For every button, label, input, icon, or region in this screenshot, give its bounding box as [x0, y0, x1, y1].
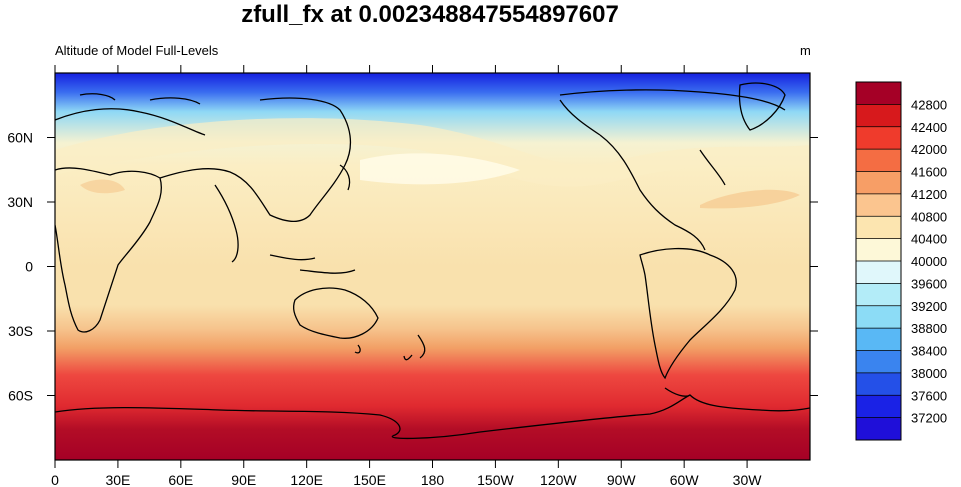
colorbar-label: 39600	[911, 276, 947, 291]
colorbar-label: 42400	[911, 120, 947, 135]
colorbar-label: 39200	[911, 299, 947, 314]
colorbar-label: 40000	[911, 254, 947, 269]
colorbar-box	[856, 126, 901, 150]
colorbar-box	[856, 149, 901, 172]
colorbar-box	[856, 104, 901, 127]
colorbar-box	[856, 417, 901, 440]
lon-label: 90E	[231, 472, 256, 487]
lon-label: 0	[51, 472, 59, 487]
lat-label: 30S	[8, 323, 33, 339]
antarctic-peninsula-coast	[664, 387, 691, 397]
new-zealand-coast	[403, 334, 426, 361]
colorbar-box	[856, 283, 901, 306]
australia-coast	[293, 287, 379, 339]
colorbar-label: 42800	[911, 97, 947, 112]
colorbar-box	[856, 193, 901, 217]
colorbar-box	[856, 261, 901, 284]
atlantic-high	[700, 189, 800, 209]
east-coast-na	[699, 149, 726, 186]
south-america-coast	[639, 247, 737, 380]
lon-label: 60W	[670, 472, 700, 487]
lon-label: 30W	[733, 472, 763, 487]
colorbar-box	[856, 328, 901, 351]
colorbar-box	[856, 395, 901, 418]
japan-coast	[339, 164, 351, 191]
colorbar-box	[856, 238, 901, 261]
lon-label: 90W	[607, 472, 637, 487]
colorbar-label: 41600	[911, 165, 947, 180]
field-description: Altitude of Model Full-Levels	[55, 43, 219, 58]
colorbar-box	[856, 171, 901, 194]
lon-label: 150E	[353, 472, 386, 487]
field-units: m	[800, 43, 811, 58]
arctic-islands-coast	[79, 93, 201, 105]
lon-label: 180	[421, 472, 445, 487]
colorbar-label: 37600	[911, 388, 947, 403]
colorbar-label: 37200	[911, 411, 947, 426]
lat-label: 30N	[7, 194, 33, 210]
coastlines	[55, 82, 810, 440]
lon-label: 60E	[168, 472, 193, 487]
lon-label: 120E	[290, 472, 323, 487]
north-pacific-minimum	[360, 153, 520, 185]
africa-coast	[55, 167, 162, 333]
antarctica-coast	[55, 394, 810, 440]
lat-label: 0	[25, 259, 33, 275]
map-axes: 0 30E 60E 90E 120E 150E 180 150W 120W 90W 60W 30W 60…	[7, 65, 818, 487]
north-america-coast	[559, 89, 786, 251]
indonesia-coast	[269, 254, 356, 274]
colorbar-box	[856, 216, 901, 239]
lon-label: 150W	[477, 472, 514, 487]
mediterranean-high	[80, 179, 125, 194]
lon-label: 120W	[540, 472, 577, 487]
plot-title: zfull_fx at 0.002348847554897607	[241, 1, 619, 28]
colorbar-label: 38800	[911, 321, 947, 336]
lon-label: 30E	[105, 472, 130, 487]
colorbar-label: 42000	[911, 142, 947, 157]
greenland-coast	[738, 82, 786, 131]
india-coast	[214, 184, 239, 263]
europe-coast	[55, 108, 206, 136]
midlatitude-band	[55, 118, 810, 187]
tasmania-coast	[354, 344, 361, 354]
lat-label: 60N	[7, 130, 33, 146]
colorbar-box	[856, 372, 901, 396]
lat-label: 60S	[8, 388, 33, 404]
colorbar-box	[856, 82, 901, 105]
asia-coast	[159, 97, 352, 223]
alaska-coast	[559, 99, 601, 136]
contour-field	[55, 73, 810, 460]
colorbar-box	[856, 305, 901, 329]
colorbar-label: 41200	[911, 187, 947, 202]
colorbar-label: 38000	[911, 366, 947, 381]
colorbar-box	[856, 350, 901, 373]
colorbar-label: 40400	[911, 232, 947, 247]
colorbar-label: 40800	[911, 209, 947, 224]
colorbar: 42800 42400 42000 41600 41200 40800 40400 40000…	[855, 81, 947, 441]
colorbar-label: 38400	[911, 344, 947, 359]
